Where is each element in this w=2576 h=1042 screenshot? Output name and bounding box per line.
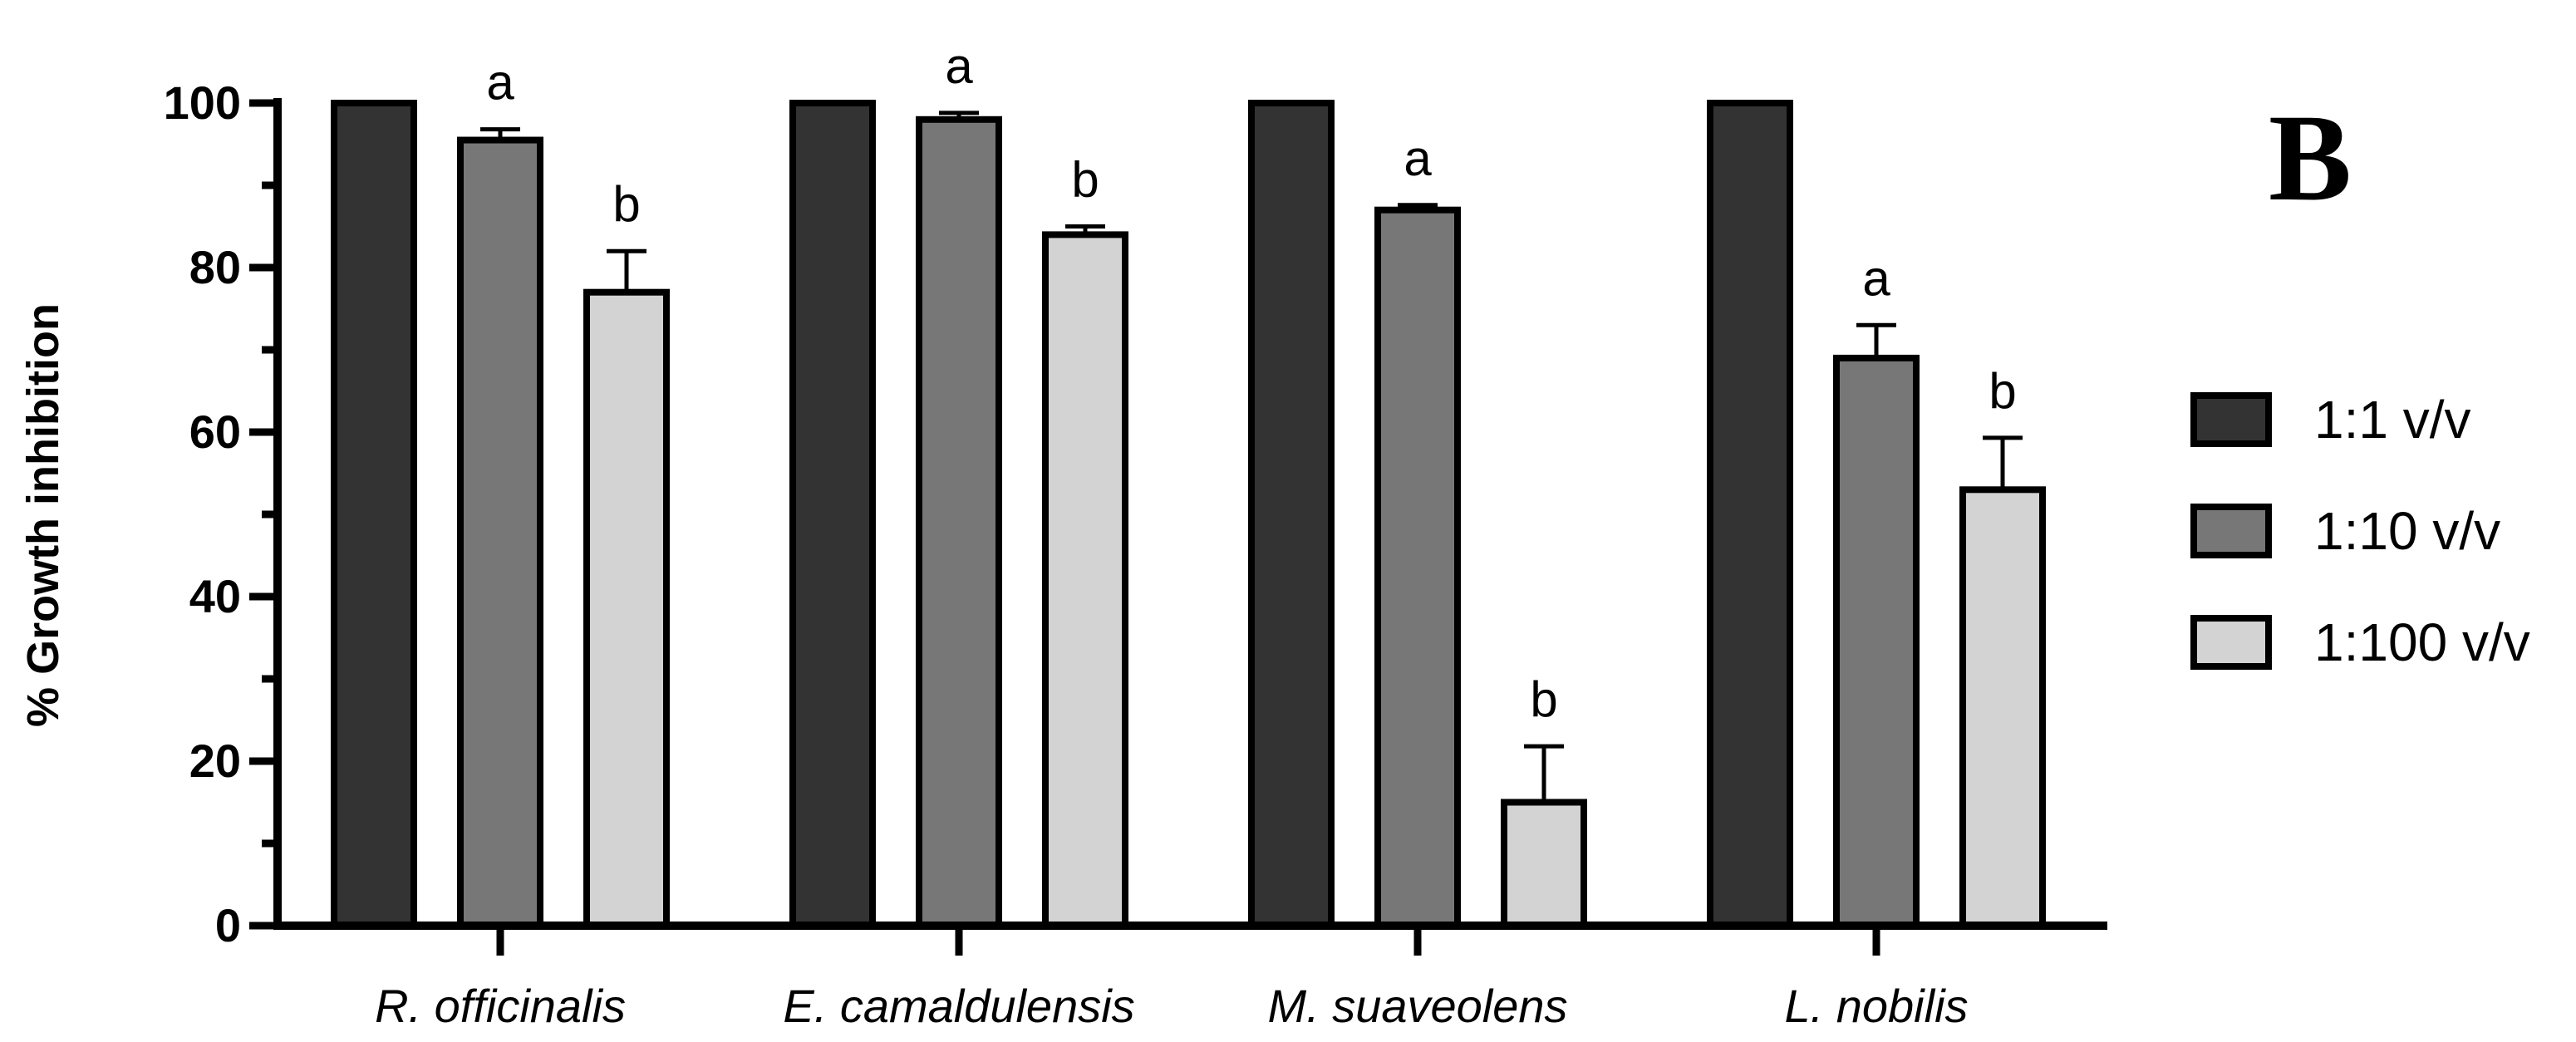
bar	[1833, 354, 1920, 929]
y-tick-label: 60	[189, 405, 241, 458]
significance-letter: b	[612, 176, 640, 232]
y-tick-label: 40	[189, 570, 241, 622]
x-ticks-layer: R. officinalis E. camaldulensis M. suaveol…	[375, 926, 1969, 1032]
bar	[331, 100, 417, 929]
y-tick-label: 0	[215, 899, 241, 951]
significance-letters-layer: a b a b a b a b	[486, 38, 2016, 727]
legend-label: 1:100 v/v	[2314, 612, 2530, 672]
y-tick-label: 100	[164, 76, 241, 129]
legend-swatch	[2190, 615, 2272, 670]
legend-label: 1:10 v/v	[2314, 501, 2500, 561]
bar	[1374, 206, 1461, 929]
significance-letter: a	[1404, 130, 1432, 186]
significance-letter: a	[1862, 250, 1890, 306]
significance-letter: b	[1071, 152, 1099, 208]
legend-swatch	[2190, 504, 2272, 558]
significance-letter: a	[486, 55, 514, 111]
y-tick-label: 80	[189, 241, 241, 293]
significance-letter: b	[1530, 671, 1557, 727]
bar	[583, 288, 670, 929]
bar	[789, 100, 876, 929]
bar	[1248, 100, 1335, 929]
y-ticks-layer: 0 20 40 60 80 100	[164, 76, 278, 951]
significance-letter: b	[1989, 363, 2016, 419]
x-tick-label: R. officinalis	[375, 980, 626, 1032]
x-tick-label: L. nobilis	[1784, 980, 1968, 1032]
x-tick-label: M. suaveolens	[1267, 980, 1567, 1032]
bar	[1707, 100, 1793, 929]
error-bars-layer	[480, 111, 2023, 803]
y-tick-label: 20	[189, 735, 241, 787]
bars-layer	[331, 100, 2046, 930]
legend: 1:1 v/v 1:10 v/v 1:100 v/v	[2190, 390, 2530, 672]
panel-label: B	[2269, 89, 2352, 227]
significance-letter: a	[945, 38, 973, 94]
legend-label: 1:1 v/v	[2314, 390, 2471, 450]
legend-swatch	[2190, 392, 2272, 447]
bar	[457, 136, 543, 930]
bar	[916, 116, 1002, 930]
bar	[1042, 231, 1128, 929]
y-axis-label: % Growth inhibition	[18, 303, 68, 727]
axes-layer	[273, 98, 2107, 930]
bar	[1959, 486, 2046, 929]
bar	[1501, 799, 1587, 929]
x-tick-label: E. camaldulensis	[783, 980, 1134, 1032]
